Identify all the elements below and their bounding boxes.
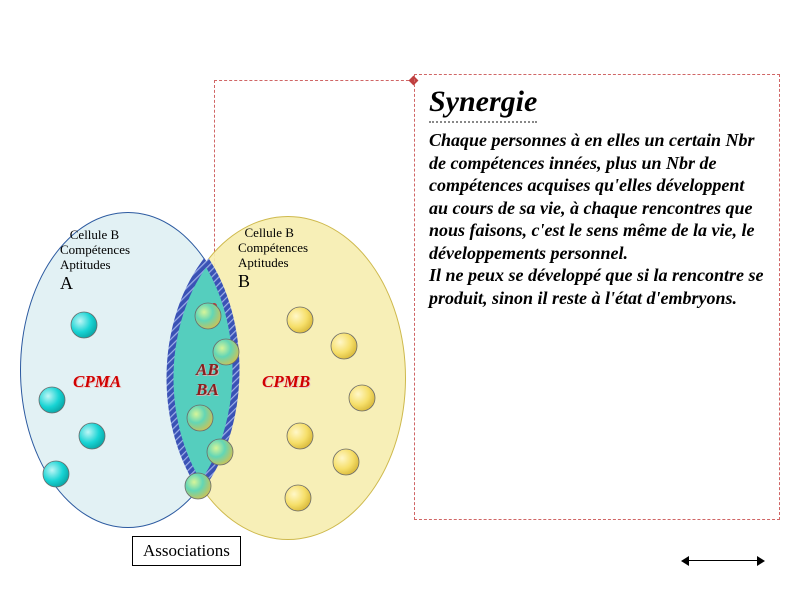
cell-a-caption: Cellule BCompétencesAptitudesA xyxy=(60,228,130,294)
competence-dot xyxy=(187,405,213,431)
diagram-stage: Cellule BCompétencesAptitudesA Cellule B… xyxy=(0,0,800,600)
competence-dot xyxy=(185,473,211,499)
synergie-callout: Synergie Chaque personnes à en elles un … xyxy=(414,74,780,520)
label-cpmb: CPMB xyxy=(262,372,310,392)
arrow-right-head xyxy=(757,556,765,566)
competence-dot xyxy=(71,312,97,338)
label-cpma: CPMA xyxy=(73,372,121,392)
callout-title: Synergie xyxy=(429,85,537,123)
cell-b-caption: Cellule BCompétencesAptitudesB xyxy=(238,226,308,292)
associations-box: Associations xyxy=(132,536,241,566)
competence-dot xyxy=(79,423,105,449)
competence-dot xyxy=(285,485,311,511)
competence-dot xyxy=(287,423,313,449)
competence-dot xyxy=(287,307,313,333)
double-arrow-icon xyxy=(686,560,760,561)
competence-dot xyxy=(349,385,375,411)
competence-dot xyxy=(331,333,357,359)
label-intersection: ABBA xyxy=(196,360,219,400)
competence-dot xyxy=(333,449,359,475)
competence-dot xyxy=(207,439,233,465)
competence-dot xyxy=(43,461,69,487)
competence-dot xyxy=(195,303,221,329)
arrow-left-head xyxy=(681,556,689,566)
competence-dot xyxy=(39,387,65,413)
callout-body: Chaque personnes à en elles un certain N… xyxy=(429,129,765,309)
